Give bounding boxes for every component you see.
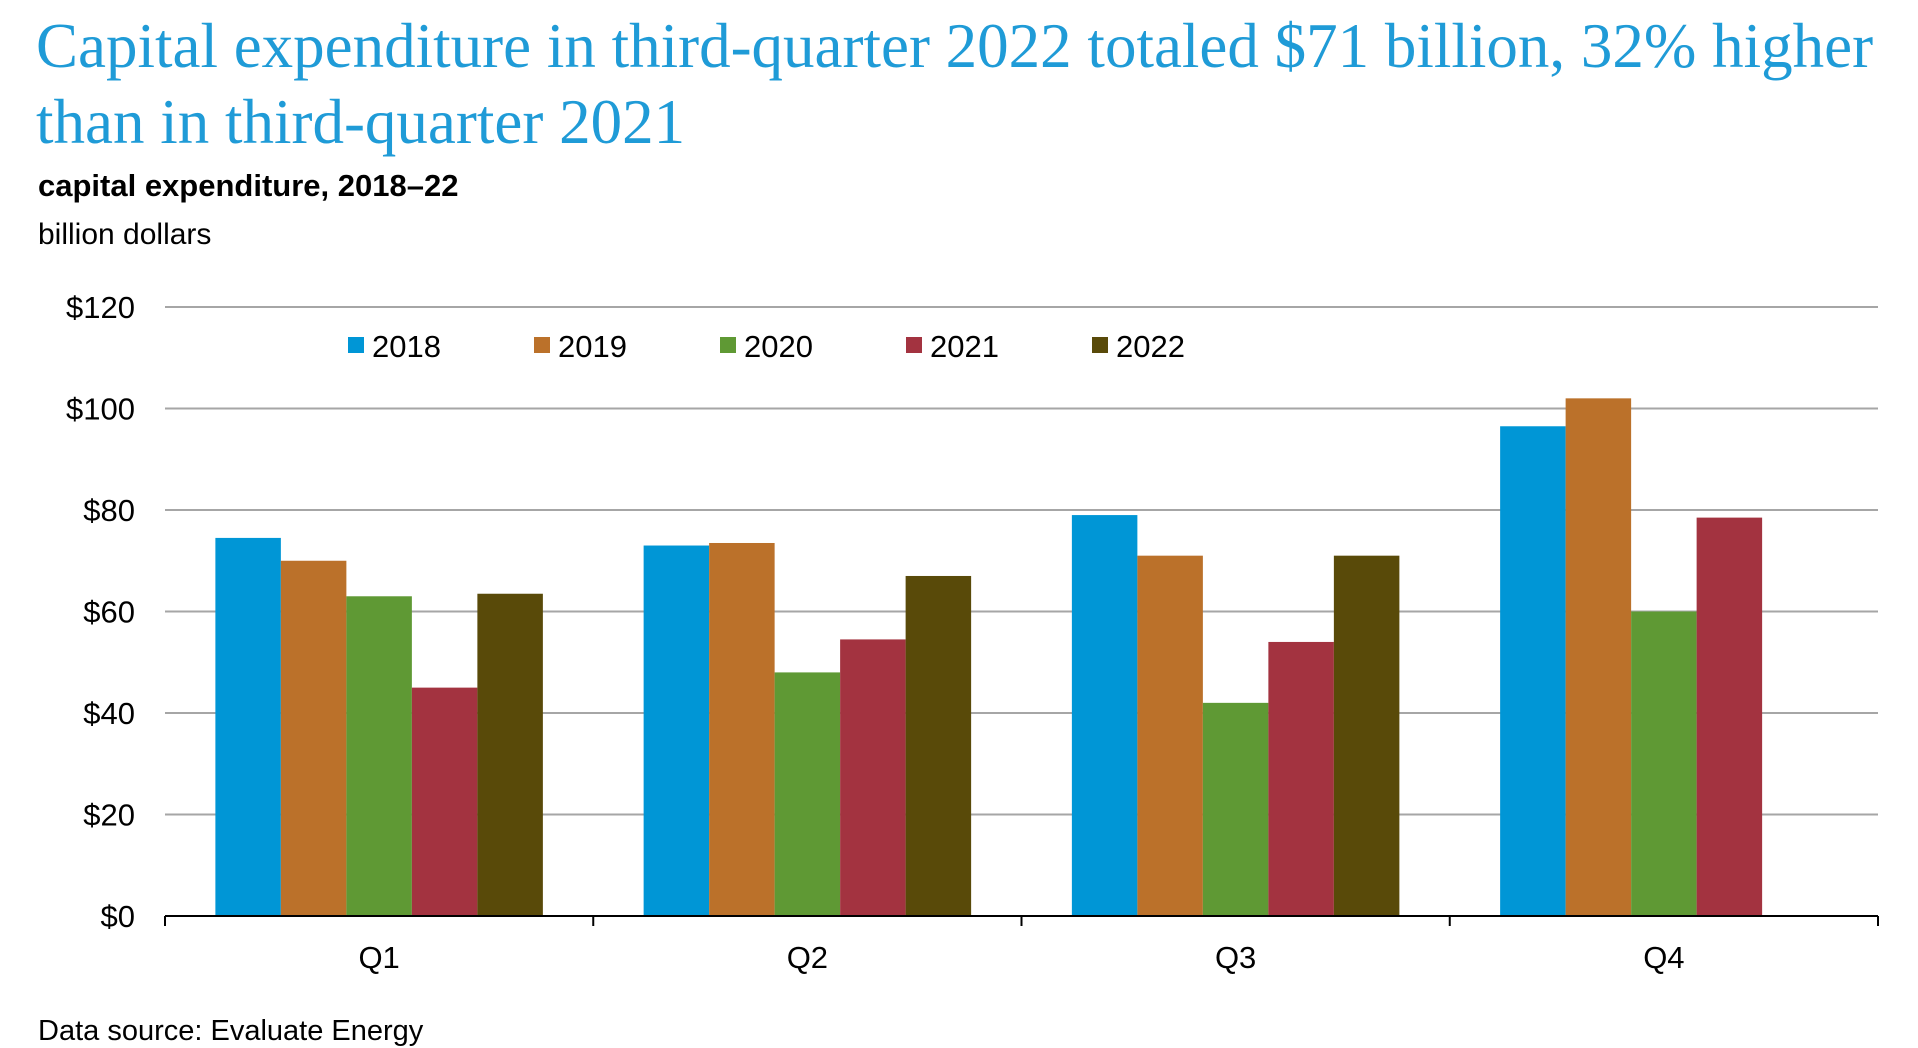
bar-2021-Q1: [411, 687, 478, 916]
legend-swatch-2020: [720, 337, 736, 353]
bar-2020-Q1: [346, 596, 412, 916]
y-tick-label: $80: [83, 493, 135, 528]
data-source-note: Data source: Evaluate Energy: [38, 1015, 424, 1047]
x-tick-label: Q3: [1215, 940, 1256, 975]
y-tick-label: $40: [83, 696, 135, 731]
x-tick-label: Q1: [358, 940, 399, 975]
bar-2021-Q4: [1696, 517, 1763, 916]
x-tick-label: Q2: [787, 940, 828, 975]
bar-2019-Q4: [1565, 398, 1632, 917]
legend-swatch-2021: [906, 337, 922, 353]
x-tick-label: Q4: [1643, 940, 1684, 975]
y-tick-label: $60: [83, 595, 135, 630]
x-axis-tick-labels: Q1 Q2 Q3 Q4: [358, 940, 1684, 975]
bar-2022-Q2: [905, 575, 972, 916]
y-tick-label: $100: [66, 392, 135, 427]
bar-2018-Q3: [1071, 515, 1138, 916]
bar-2018-Q4: [1500, 426, 1566, 916]
bar-2020-Q2: [774, 672, 841, 916]
legend-label-2018: 2018: [372, 329, 441, 364]
legend-label-2021: 2021: [930, 329, 999, 364]
y-tick-label: $20: [83, 798, 135, 833]
bar-2021-Q3: [1268, 641, 1334, 916]
bar-2018-Q1: [215, 537, 281, 916]
bar-2020-Q3: [1202, 702, 1269, 916]
units-label: billion dollars: [38, 218, 212, 251]
bar-2018-Q2: [643, 545, 710, 916]
legend: 2018 2019 2020 2021 2022: [348, 329, 1185, 364]
chart-subtitle: capital expenditure, 2018–22: [38, 168, 459, 203]
legend-label-2020: 2020: [744, 329, 813, 364]
legend-swatch-2019: [534, 337, 550, 353]
bar-2019-Q3: [1137, 555, 1203, 916]
y-tick-label: $0: [101, 899, 135, 934]
legend-swatch-2022: [1092, 337, 1108, 353]
bar-2022-Q1: [477, 593, 543, 916]
y-tick-label: $120: [66, 290, 135, 325]
bar-2019-Q2: [709, 542, 775, 916]
bar-2020-Q4: [1631, 611, 1697, 916]
legend-swatch-2018: [348, 337, 364, 353]
bar-2021-Q2: [840, 639, 906, 916]
legend-label-2022: 2022: [1116, 329, 1185, 364]
legend-label-2019: 2019: [558, 329, 627, 364]
bar-2022-Q3: [1333, 555, 1400, 916]
chart-title: Capital expenditure in third-quarter 202…: [36, 11, 1874, 157]
bars: [215, 398, 1763, 917]
x-axis: [164, 915, 1879, 926]
y-axis-ticks: $0 $20 $40 $60 $80 $100 $120: [66, 290, 135, 934]
bar-2019-Q1: [280, 560, 347, 916]
